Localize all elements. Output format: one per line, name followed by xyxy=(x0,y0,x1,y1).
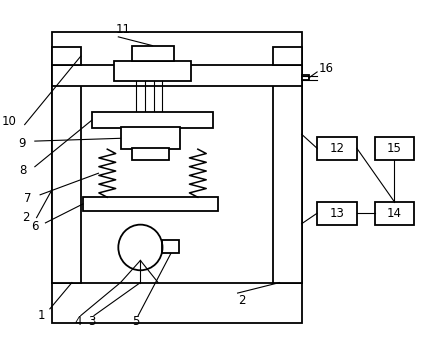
Bar xyxy=(317,202,357,225)
Bar xyxy=(273,65,302,283)
Text: 5: 5 xyxy=(132,315,140,329)
Text: 11: 11 xyxy=(115,23,130,37)
Text: 2: 2 xyxy=(22,211,29,224)
Bar xyxy=(114,61,191,81)
Text: 8: 8 xyxy=(19,164,26,177)
Text: 9: 9 xyxy=(19,137,26,151)
Text: 12: 12 xyxy=(330,142,345,155)
Bar xyxy=(132,46,174,61)
Text: 4: 4 xyxy=(75,315,82,329)
Text: 1: 1 xyxy=(37,309,45,323)
Text: 15: 15 xyxy=(387,142,402,155)
Bar xyxy=(317,137,357,160)
Bar xyxy=(92,112,213,128)
Text: 7: 7 xyxy=(24,192,31,205)
Text: 3: 3 xyxy=(88,315,96,329)
Bar xyxy=(120,127,180,149)
Text: 16: 16 xyxy=(319,62,334,75)
Bar xyxy=(83,197,218,211)
Bar xyxy=(273,47,302,65)
Bar xyxy=(132,148,169,160)
Bar xyxy=(52,47,81,65)
Text: 10: 10 xyxy=(2,114,17,128)
Text: 14: 14 xyxy=(387,207,402,220)
Text: 6: 6 xyxy=(31,220,38,233)
Bar xyxy=(52,32,302,323)
Bar xyxy=(52,65,302,86)
Bar xyxy=(374,202,414,225)
Bar xyxy=(302,75,309,80)
Bar xyxy=(163,240,179,253)
Text: 13: 13 xyxy=(330,207,344,220)
Bar xyxy=(374,137,414,160)
Bar xyxy=(52,65,81,283)
Text: 2: 2 xyxy=(238,293,246,307)
